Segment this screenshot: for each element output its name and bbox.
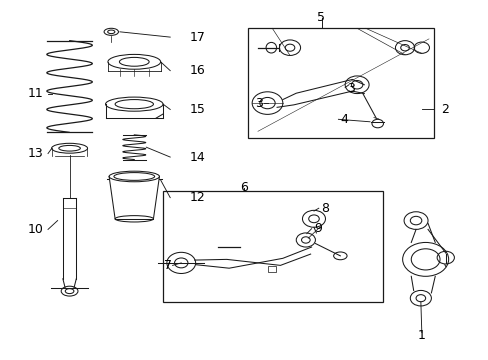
Text: 10: 10 [27,223,43,236]
Bar [248,28,433,138]
Text: 1: 1 [417,329,425,342]
Text: 3: 3 [347,82,355,95]
Text: 14: 14 [189,150,205,163]
Text: 8: 8 [321,202,328,215]
Text: 3: 3 [254,96,262,109]
Text: 7: 7 [163,259,171,272]
Bar [268,266,276,272]
Text: 9: 9 [313,222,321,235]
Text: 17: 17 [189,31,205,44]
Text: 6: 6 [240,181,248,194]
Text: 4: 4 [340,113,347,126]
Text: 2: 2 [440,103,448,116]
Text: 15: 15 [189,103,205,116]
Text: 16: 16 [189,64,205,77]
Text: 11: 11 [27,87,43,100]
Bar [163,191,383,302]
Text: 12: 12 [189,191,205,204]
Text: 13: 13 [27,147,43,160]
Text: 5: 5 [317,11,325,24]
